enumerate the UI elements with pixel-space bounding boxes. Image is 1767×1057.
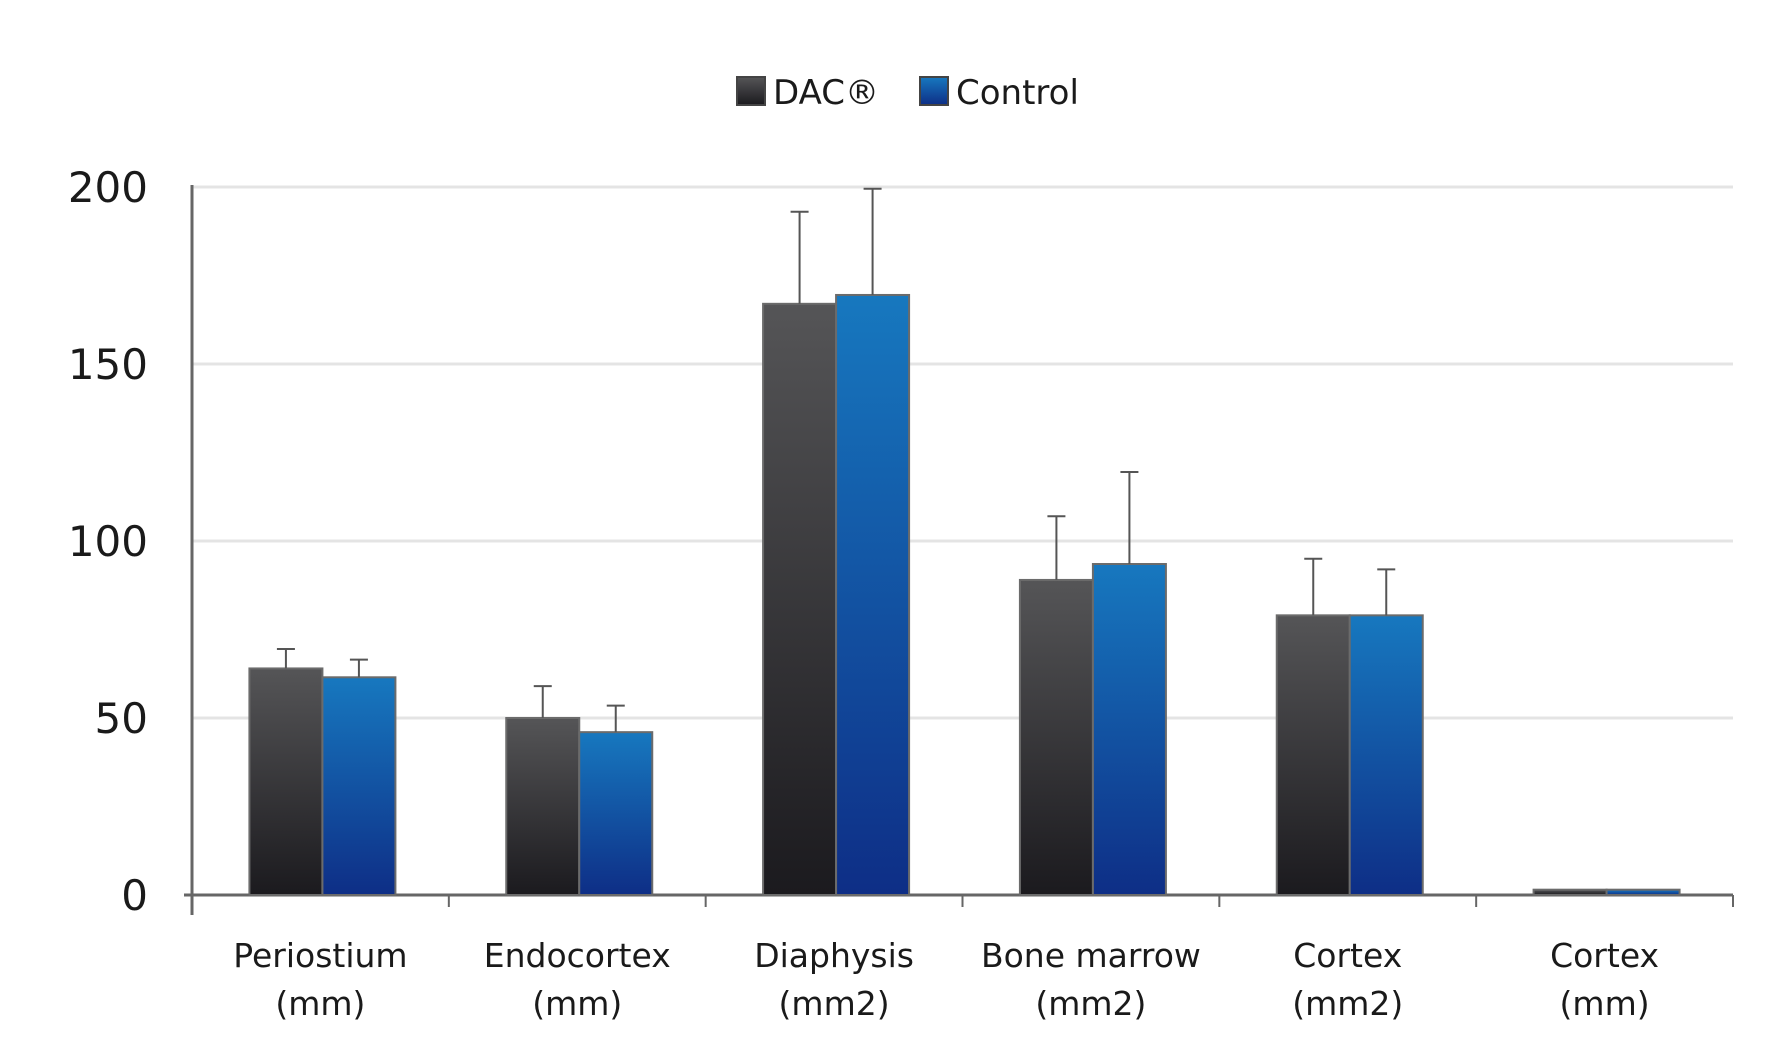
x-tick-label: Cortex (mm2): [1292, 936, 1403, 1023]
legend: DAC® Control: [736, 73, 1079, 113]
y-tick-label: 50: [95, 694, 148, 743]
axes: [184, 185, 1734, 915]
bar-dac: [762, 302, 838, 896]
legend-label-control: Control: [956, 73, 1079, 113]
error-bars: [276, 187, 1396, 733]
bar-dac: [248, 667, 324, 896]
x-tick-labels: Periostium (mm) Endocortex (mm) Diaphysis (mm…: [233, 936, 1659, 1023]
x-tick-label: Cortex (mm): [1550, 936, 1659, 1023]
y-tick-label: 0: [121, 871, 148, 920]
legend-label-dac: DAC®: [773, 73, 879, 113]
bar-control: [1091, 563, 1167, 896]
x-tick-label: Periostium (mm): [233, 936, 407, 1023]
y-tick-labels: 0 50 100 150 200: [68, 163, 148, 920]
bar-dac: [1018, 578, 1094, 896]
x-tick-label: Diaphysis (mm2): [754, 936, 914, 1023]
bar-dac: [1532, 888, 1608, 897]
bar-control: [578, 731, 654, 896]
y-tick-label: 200: [68, 163, 148, 212]
bar-control: [321, 676, 397, 896]
legend-swatch-control: [919, 76, 949, 106]
bar-dac: [1275, 614, 1351, 897]
bar-control: [835, 293, 911, 897]
y-tick-label: 150: [68, 340, 148, 389]
bar-dac: [505, 717, 581, 896]
gridlines: [192, 185, 1733, 720]
bar-control: [1348, 614, 1424, 897]
bars: [248, 293, 1681, 897]
bar-control: [1605, 888, 1681, 897]
legend-swatch-dac: [736, 76, 766, 106]
x-tick-label: Endocortex (mm): [484, 936, 671, 1023]
x-tick-label: Bone marrow (mm2): [981, 936, 1201, 1023]
y-tick-label: 100: [68, 517, 148, 566]
